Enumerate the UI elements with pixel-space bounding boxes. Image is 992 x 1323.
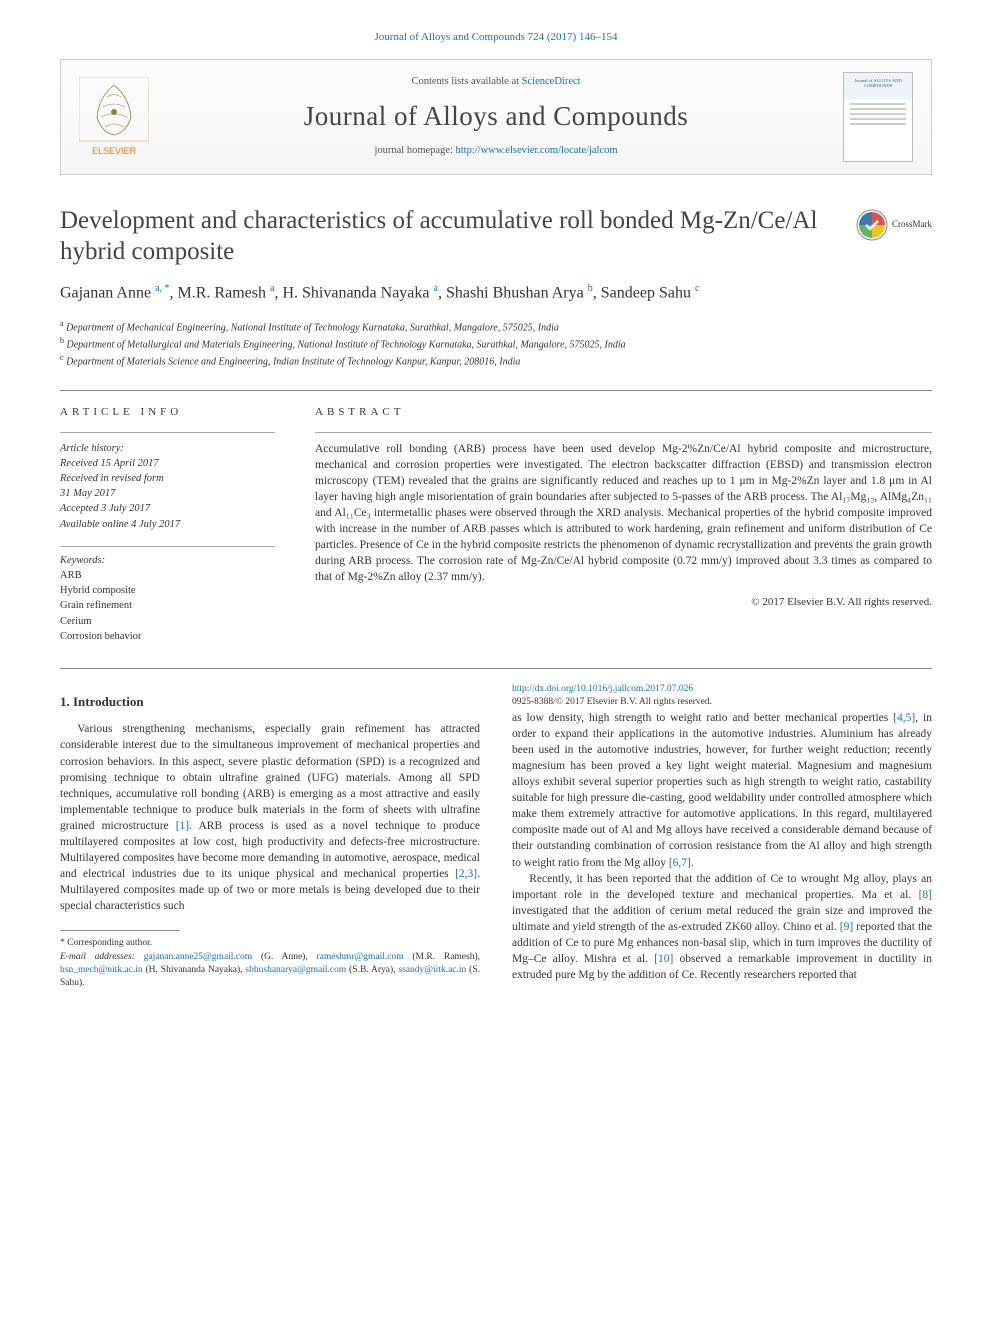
- journal-banner: ELSEVIER Contents lists available at Sci…: [60, 59, 932, 175]
- email-link[interactable]: rameshmr@gmail.com: [317, 952, 404, 962]
- elsevier-logo: ELSEVIER: [79, 77, 149, 157]
- homepage-link[interactable]: http://www.elsevier.com/locate/jalcom: [456, 145, 618, 156]
- crossmark-icon: [856, 209, 888, 241]
- affiliation: b Department of Metallurgical and Materi…: [60, 335, 932, 352]
- title-text: Development and characteristics of accum…: [60, 207, 817, 265]
- history-line: Available online 4 July 2017: [60, 517, 275, 532]
- corresponding-author: * Corresponding author.: [60, 937, 480, 950]
- divider: [60, 390, 932, 391]
- keyword: Cerium: [60, 614, 275, 629]
- abstract-copyright: © 2017 Elsevier B.V. All rights reserved…: [315, 595, 932, 610]
- body-paragraph: Various strengthening mechanisms, especi…: [60, 721, 480, 914]
- email-link[interactable]: ssandy@iitk.ac.in: [398, 965, 466, 975]
- crossmark-badge[interactable]: CrossMark: [856, 209, 932, 241]
- history-line: Accepted 3 July 2017: [60, 501, 275, 516]
- abstract-block: ABSTRACT Accumulative roll bonding (ARB)…: [315, 405, 932, 644]
- info-abstract-row: ARTICLE INFO Article history: Received 1…: [60, 405, 932, 644]
- divider: [60, 668, 932, 669]
- history-line: Received 15 April 2017: [60, 456, 275, 471]
- keywords-block: Keywords: ARBHybrid compositeGrain refin…: [60, 553, 275, 644]
- affiliation: c Department of Materials Science and En…: [60, 352, 932, 369]
- journal-name: Journal of Alloys and Compounds: [169, 98, 823, 134]
- email-link[interactable]: hsn_mech@nitk.ac.in: [60, 965, 143, 975]
- affiliation: a Department of Mechanical Engineering, …: [60, 318, 932, 335]
- history-label: Article history:: [60, 441, 275, 456]
- crossmark-label: CrossMark: [892, 219, 932, 230]
- divider: [60, 546, 275, 547]
- body-columns: 1. Introduction Various strengthening me…: [60, 683, 932, 994]
- footnote-separator: [60, 930, 180, 931]
- bottom-bar: http://dx.doi.org/10.1016/j.jallcom.2017…: [512, 683, 932, 710]
- email-link[interactable]: sbhushanarya@gmail.com: [245, 965, 346, 975]
- keyword: Hybrid composite: [60, 583, 275, 598]
- keyword: Corrosion behavior: [60, 629, 275, 644]
- history-line: 31 May 2017: [60, 486, 275, 501]
- divider: [315, 432, 932, 433]
- homepage-label: journal homepage:: [374, 145, 455, 156]
- issn-copyright: 0925-8388/© 2017 Elsevier B.V. All right…: [512, 697, 712, 707]
- abstract-label: ABSTRACT: [315, 405, 932, 420]
- article-info: ARTICLE INFO Article history: Received 1…: [60, 405, 275, 644]
- article-info-label: ARTICLE INFO: [60, 405, 275, 420]
- keyword: Grain refinement: [60, 598, 275, 613]
- svg-text:ELSEVIER: ELSEVIER: [92, 146, 137, 156]
- doi-link[interactable]: http://dx.doi.org/10.1016/j.jallcom.2017…: [512, 684, 693, 694]
- homepage-line: journal homepage: http://www.elsevier.co…: [169, 144, 823, 158]
- abstract-text: Accumulative roll bonding (ARB) process …: [315, 441, 932, 586]
- author-list: Gajanan Anne a, *, M.R. Ramesh a, H. Shi…: [60, 281, 932, 305]
- article-history: Article history: Received 15 April 2017R…: [60, 441, 275, 532]
- affiliations: a Department of Mechanical Engineering, …: [60, 318, 932, 370]
- contents-line: Contents lists available at ScienceDirec…: [169, 75, 823, 89]
- footnotes: * Corresponding author. E-mail addresses…: [60, 937, 480, 990]
- keyword: ARB: [60, 568, 275, 583]
- email-link[interactable]: gajanan.anne25@gmail.com: [144, 952, 252, 962]
- history-line: Received in revised form: [60, 471, 275, 486]
- divider: [60, 432, 275, 433]
- journal-cover-thumb: Journal of ALLOYS AND COMPOUNDS: [843, 72, 913, 162]
- article-title: Development and characteristics of accum…: [60, 205, 932, 268]
- keywords-label: Keywords:: [60, 553, 275, 568]
- email-addresses: E-mail addresses: gajanan.anne25@gmail.c…: [60, 951, 480, 991]
- section-heading: 1. Introduction: [60, 693, 480, 711]
- cover-label: Journal of ALLOYS AND COMPOUNDS: [844, 79, 912, 89]
- header-citation: Journal of Alloys and Compounds 724 (201…: [60, 30, 932, 45]
- contents-text: Contents lists available at: [411, 76, 521, 87]
- body-paragraph: Recently, it has been reported that the …: [512, 871, 932, 984]
- sciencedirect-link[interactable]: ScienceDirect: [522, 76, 581, 87]
- banner-center: Contents lists available at ScienceDirec…: [169, 75, 823, 158]
- body-paragraph: as low density, high strength to weight …: [512, 710, 932, 871]
